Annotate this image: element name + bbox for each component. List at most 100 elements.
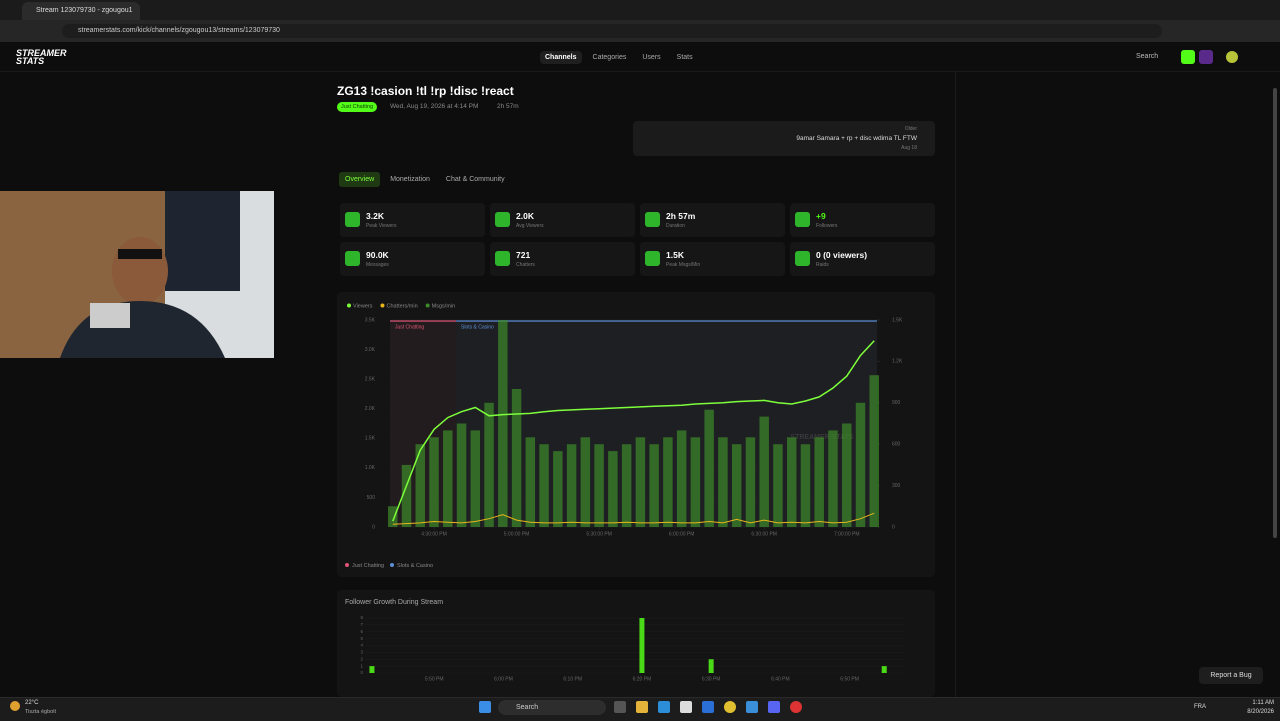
tabs: Overview Monetization Chat & Community	[339, 172, 511, 187]
taskbar-app[interactable]	[724, 701, 736, 713]
x-tick-label: 5:50 PM	[425, 676, 444, 682]
segment-label: Just Chatting	[395, 324, 424, 330]
divider	[955, 72, 956, 697]
bar	[580, 437, 591, 527]
x-tick-label: 6:10 PM	[563, 676, 582, 682]
taskbar-app[interactable]	[636, 701, 648, 713]
tab[interactable]: Chat & Community	[445, 176, 505, 183]
microphone	[90, 303, 130, 328]
nav-link[interactable]: Users	[642, 54, 661, 61]
taskbar-app[interactable]	[658, 701, 670, 713]
stat-value: 721	[516, 250, 531, 260]
door	[165, 191, 240, 291]
bar	[621, 444, 632, 527]
legend-label: Slots & Casino	[397, 563, 433, 569]
category-badge[interactable]: Just Chatting	[337, 102, 378, 112]
twitch-button[interactable]	[1199, 50, 1213, 64]
tab[interactable]: Monetization	[390, 176, 430, 183]
language[interactable]: FRA	[1194, 704, 1206, 710]
bar	[498, 320, 508, 527]
weather-temp: 22°C	[25, 700, 39, 706]
webcam-overlay	[0, 191, 274, 358]
bar	[759, 416, 769, 527]
avatar[interactable]	[1226, 51, 1238, 63]
url-bar[interactable]: streamerstats.com/kick/channels/zgougou1…	[62, 24, 1162, 38]
scrollbar[interactable]	[1273, 88, 1277, 538]
stat-label: Chatters	[516, 262, 535, 268]
nav-link[interactable]: Categories	[592, 54, 627, 61]
y-tick-label: 2.5K	[365, 376, 376, 382]
y2-tick-label: 900	[892, 400, 901, 406]
y-tick-label: 3	[360, 650, 363, 655]
taskbar-search[interactable]: Search	[498, 700, 606, 715]
logo-line: STREAMER	[16, 48, 67, 58]
stat-icon	[345, 251, 360, 266]
stat-card: +9 Followers	[790, 203, 935, 237]
stat-icon	[495, 251, 510, 266]
stat-card: 721 Chatters	[490, 242, 635, 276]
browser-tab[interactable]: Stream 123079730 - zgougou1	[22, 2, 140, 20]
x-tick-label: 6:30:00 PM	[751, 531, 777, 537]
taskbar-app[interactable]	[768, 701, 780, 713]
logo[interactable]: STREAMER STATS	[16, 48, 67, 66]
bar	[608, 451, 618, 527]
y-tick-label: 6	[360, 629, 363, 634]
followers-chart-card: Follower Growth During Stream 0 1 2 3 4 5 6 7 8 5:…	[337, 590, 935, 697]
older-stream-card[interactable]: Older 9amar Samara + rp + disc wdima TL …	[633, 121, 935, 156]
stat-icon	[795, 212, 810, 227]
kick-button[interactable]	[1181, 50, 1195, 64]
tab[interactable]: Overview	[339, 172, 381, 187]
older-label: Older	[904, 126, 917, 132]
y-tick-label: 3.5K	[365, 317, 376, 323]
stat-value: +9	[816, 211, 826, 221]
nav: Channels Categories Users Stats	[540, 51, 698, 64]
taskbar-app[interactable]	[790, 701, 802, 713]
bar	[841, 423, 852, 527]
nav-link[interactable]: Stats	[676, 54, 693, 61]
stat-value: 0 (0 viewers)	[816, 250, 868, 260]
bar	[731, 444, 742, 527]
taskbar-app[interactable]	[680, 701, 692, 713]
x-tick-label: 6:00:00 PM	[669, 531, 695, 537]
bar	[690, 437, 701, 527]
taskbar-app[interactable]	[614, 701, 626, 713]
stat-value: 3.2K	[366, 211, 384, 221]
line	[392, 512, 875, 525]
y-tick-label: 1	[360, 663, 363, 668]
bar	[539, 444, 549, 527]
x-tick-label: 6:00 PM	[494, 676, 513, 682]
stat-card: 3.2K Peak Viewers	[340, 203, 485, 237]
stat-value: 2h 57m	[666, 211, 696, 221]
taskbar-app[interactable]	[746, 701, 758, 713]
bar	[525, 437, 536, 527]
weather-icon[interactable]	[10, 701, 20, 711]
x-tick-label: 6:30 PM	[702, 676, 721, 682]
bar	[401, 464, 412, 527]
bar	[369, 666, 375, 673]
clock-time[interactable]: 1:11 AM	[1252, 700, 1274, 706]
bar	[773, 444, 783, 527]
y-tick-label: 1.5K	[365, 436, 376, 442]
x-tick-label: 7:00:00 PM	[834, 531, 860, 537]
webcam-image	[0, 191, 274, 358]
stat-card: 2h 57m Duration	[640, 203, 785, 237]
report-bug-button[interactable]: Report a Bug	[1199, 667, 1263, 684]
bar	[745, 437, 756, 527]
start-button[interactable]	[479, 701, 491, 713]
bar	[388, 506, 398, 527]
bar	[511, 389, 522, 527]
y2-tick-label: 0	[892, 524, 895, 530]
bar	[663, 437, 673, 527]
legend-dot	[380, 303, 385, 308]
taskbar-app[interactable]	[702, 701, 714, 713]
y2-tick-label: 300	[892, 483, 901, 489]
legend-dot	[390, 563, 394, 567]
line	[392, 340, 875, 522]
clock-date[interactable]: 8/20/2026	[1247, 709, 1274, 715]
nav-link[interactable]: Channels	[540, 51, 582, 64]
search[interactable]: Search	[1136, 53, 1159, 60]
chart-title: Follower Growth During Stream	[345, 599, 443, 606]
y-tick-label: 0	[372, 524, 375, 530]
browser-tabbar	[0, 0, 1280, 20]
stat-label: Raids	[816, 262, 829, 268]
